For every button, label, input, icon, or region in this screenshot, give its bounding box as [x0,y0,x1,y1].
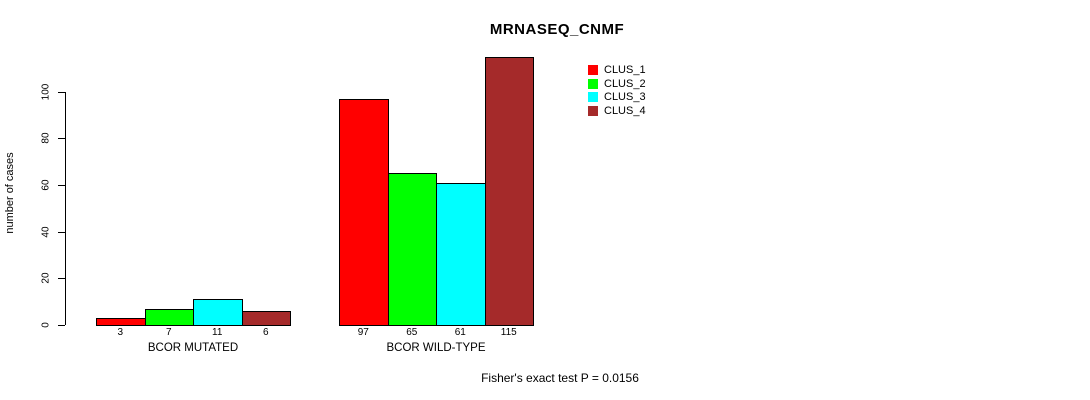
legend-label: CLUS_3 [604,91,646,103]
legend-swatch-icon [588,65,598,75]
y-tick-label: 100 [40,83,52,100]
y-tick [58,278,65,280]
bar [484,56,534,326]
bar-value-label: 65 [406,326,418,338]
y-tick-label: 0 [40,322,52,328]
bar-value-label: 6 [262,326,269,338]
y-tick-label: 20 [40,272,52,284]
bar [241,311,291,326]
bar [339,98,389,326]
bar-value-label: 11 [212,326,223,338]
bar [387,173,437,326]
bar-value-label: 97 [357,326,369,338]
bar [96,318,146,326]
annotation-fisher-test: Fisher's exact test P = 0.0156 [481,371,639,385]
legend-swatch-icon [588,92,598,102]
y-tick-label: 60 [40,179,52,191]
bar [193,299,243,326]
legend-label: CLUS_2 [604,77,646,90]
bar-value-label: 7 [165,326,172,338]
y-tick [58,91,65,93]
bar-value-label: 61 [454,326,466,338]
y-tick [58,185,65,186]
bar-value-label: 3 [117,326,124,338]
legend-label: CLUS_4 [604,104,646,117]
y-axis-line [65,91,66,325]
legend-label: CLUS_1 [604,64,646,76]
group-label: BCOR WILD-TYPE [386,342,486,354]
y-tick-label: 40 [40,226,52,238]
legend-swatch-icon [588,105,598,116]
y-tick [58,325,65,326]
y-tick-label: 80 [40,132,52,144]
y-tick [58,138,65,140]
y-axis-label: number of cases [4,152,16,234]
y-tick [58,231,65,233]
chart-title: MRNASEQ_CNMF [489,21,625,38]
group-label: BCOR MUTATED [147,342,239,354]
bar-value-label: 115 [500,326,517,338]
bar [144,308,194,326]
legend-swatch-icon [588,78,598,89]
bar [436,182,486,326]
